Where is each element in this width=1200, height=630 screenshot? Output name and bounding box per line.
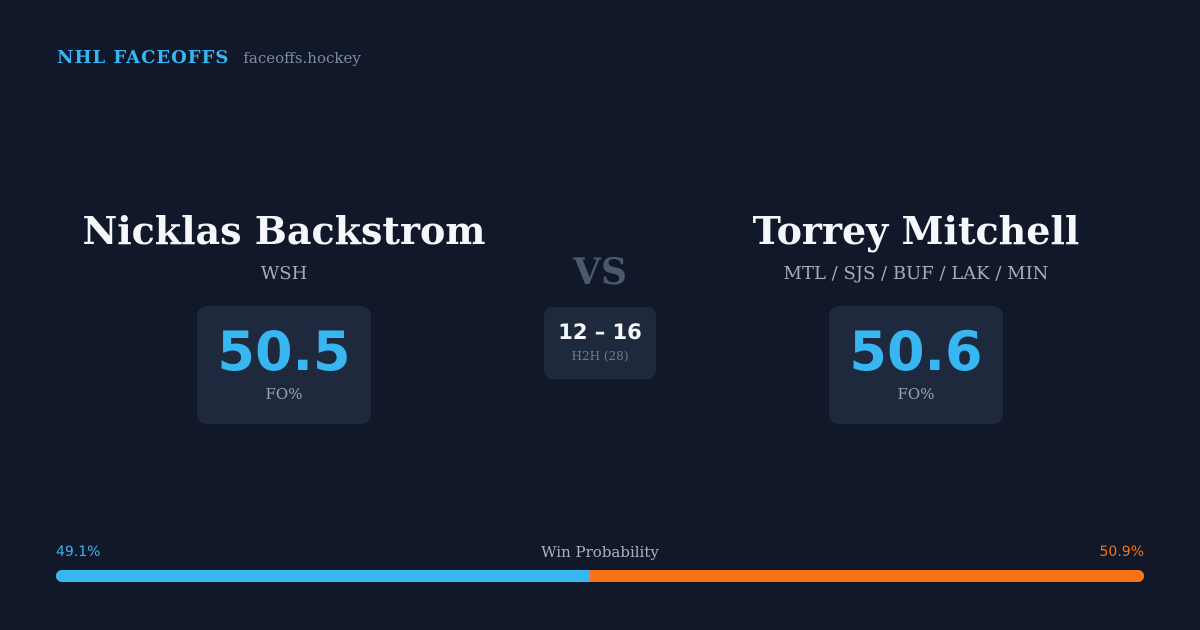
brand-title: NHL FACEOFFS <box>57 47 230 68</box>
player-right-team: MTL / SJS / BUF / LAK / MIN <box>783 263 1049 284</box>
player-right-name: Torrey Mitchell <box>752 208 1080 253</box>
win-probability-left-fill <box>56 570 591 582</box>
player-left-fo-value: 50.5 <box>217 320 351 383</box>
win-probability-right-fill <box>590 570 1144 582</box>
site-url: faceoffs.hockey <box>243 49 361 67</box>
player-right-fo-label: FO% <box>897 385 935 403</box>
win-probability-labels: 49.1% Win Probability 50.9% <box>56 542 1144 564</box>
win-probability-title: Win Probability <box>541 543 659 561</box>
player-left-name: Nicklas Backstrom <box>82 208 486 253</box>
player-left-fo-label: FO% <box>265 385 303 403</box>
player-left-team: WSH <box>260 263 308 284</box>
win-probability-bar <box>56 570 1144 582</box>
versus-label: VS <box>573 251 627 293</box>
player-left: Nicklas Backstrom WSH 50.5 FO% <box>34 205 534 424</box>
head-to-head-score: 12 – 16 <box>558 320 642 344</box>
player-left-fo-card: 50.5 FO% <box>197 306 371 424</box>
win-probability-right-value: 50.9% <box>1099 544 1144 560</box>
brand-header: NHL FACEOFFS faceoffs.hockey <box>57 47 361 68</box>
head-to-head-label: H2H (28) <box>571 349 629 363</box>
player-right: Torrey Mitchell MTL / SJS / BUF / LAK / … <box>666 205 1166 424</box>
head-to-head-card: 12 – 16 H2H (28) <box>544 307 656 379</box>
player-right-fo-value: 50.6 <box>849 320 983 383</box>
player-right-fo-card: 50.6 FO% <box>829 306 1003 424</box>
win-probability-left-value: 49.1% <box>56 544 101 560</box>
